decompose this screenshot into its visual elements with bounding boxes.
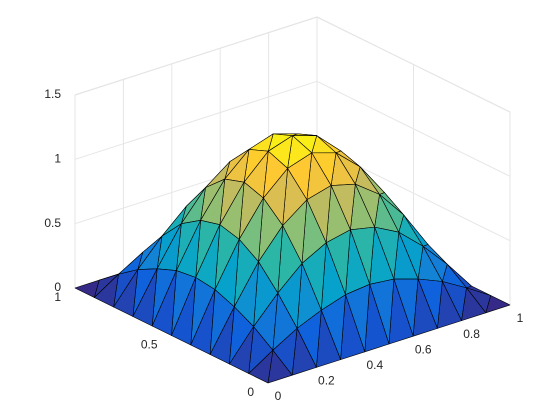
surface-face (74, 279, 100, 298)
x-tick-label: 0.2 (318, 374, 335, 388)
surface-face (248, 349, 274, 384)
surface-face (412, 278, 438, 337)
surface-face (229, 326, 254, 374)
surface-face (151, 270, 177, 336)
surface-face (171, 277, 196, 346)
surface-face (113, 269, 139, 317)
z-tick-label: 1 (54, 152, 61, 166)
surface-face (94, 273, 119, 308)
grid-line (74, 16, 318, 96)
x-tick-label: 0.8 (463, 327, 480, 341)
y-tick-label: 1 (54, 290, 61, 304)
x-tick-label: 0.4 (366, 358, 383, 372)
y-tick-label: 0 (247, 385, 254, 399)
x-tick-label: 1 (517, 311, 524, 325)
grid-line (74, 80, 318, 160)
surface-face (461, 287, 487, 321)
x-tick-label: 0 (275, 389, 282, 403)
z-tick-label: 0.5 (44, 216, 61, 230)
z-tick-label: 1.5 (44, 87, 61, 101)
grid-line (316, 16, 511, 113)
y-tick-label: 0.5 (141, 338, 158, 352)
grid-line (316, 80, 511, 177)
z-tick-label: 0 (54, 280, 61, 294)
surface-face (132, 268, 158, 327)
x-tick-label: 0.6 (415, 342, 432, 356)
